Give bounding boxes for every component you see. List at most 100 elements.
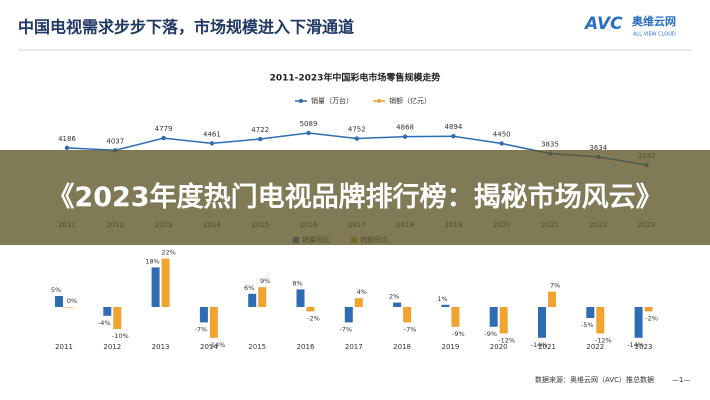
logo-name: 奥维云网 xyxy=(631,14,676,28)
value-label: 6% xyxy=(244,284,254,292)
value-label: -5% xyxy=(581,321,594,329)
x-tick-label: 2022 xyxy=(586,343,604,351)
bar xyxy=(548,291,556,307)
bar xyxy=(199,307,208,323)
x-tick-label: 2016 xyxy=(297,343,315,351)
page-number: —1— xyxy=(672,376,690,384)
x-tick-label: 2023 xyxy=(635,343,653,351)
value-label: 4779 xyxy=(155,125,173,133)
value-label: -7% xyxy=(339,325,352,333)
bar xyxy=(103,307,112,316)
chart-title: 2011-2023年中国彩电市场零售规模走势 xyxy=(270,72,441,84)
value-label: -7% xyxy=(404,325,417,333)
x-tick-label: 2019 xyxy=(441,343,459,351)
value-label: 5089 xyxy=(300,120,318,128)
value-label: -14% xyxy=(627,341,644,349)
value-label: 4752 xyxy=(348,126,366,134)
value-label: -14% xyxy=(209,341,226,349)
bar xyxy=(151,267,160,307)
bar xyxy=(586,307,595,318)
x-tick-label: 2015 xyxy=(248,343,266,351)
point xyxy=(499,141,504,146)
legend-label: 销额（亿元） xyxy=(389,96,431,105)
value-label: 3835 xyxy=(541,141,559,149)
point xyxy=(402,134,408,139)
bar xyxy=(113,307,122,329)
value-label: 22% xyxy=(161,249,175,257)
x-tick-label: 2017 xyxy=(345,343,363,351)
bar xyxy=(258,287,267,307)
value-label: 3634 xyxy=(589,144,607,152)
logo-sub: ALL VIEW CLOUD xyxy=(633,32,676,38)
x-tick-label: 2013 xyxy=(152,343,170,351)
bar xyxy=(644,307,653,312)
bar xyxy=(393,302,402,307)
value-label: 4868 xyxy=(396,124,414,132)
legend-dot xyxy=(377,99,381,103)
bar xyxy=(489,307,498,327)
value-label: 7% xyxy=(550,282,560,290)
value-label: -12% xyxy=(595,336,612,344)
bar xyxy=(634,307,643,338)
point xyxy=(64,145,70,151)
value-label: -10% xyxy=(112,332,129,340)
bar xyxy=(161,258,170,307)
value-label: -2% xyxy=(307,314,320,322)
point xyxy=(306,130,311,136)
value-label: 4% xyxy=(357,288,367,296)
bar xyxy=(248,293,257,307)
bar xyxy=(441,304,450,307)
value-label: -2% xyxy=(645,314,658,322)
value-label: 9% xyxy=(260,277,270,285)
value-label: -12% xyxy=(498,336,515,344)
value-label: 4186 xyxy=(58,135,76,143)
value-label: 8% xyxy=(292,279,302,287)
bar xyxy=(344,307,353,323)
bar xyxy=(538,307,546,338)
value-label: 5% xyxy=(51,286,61,294)
bar xyxy=(306,307,315,312)
value-label: 2% xyxy=(389,293,399,301)
x-tick-label: 2021 xyxy=(538,343,556,351)
point xyxy=(354,136,359,141)
bar xyxy=(65,307,73,308)
x-tick-label: 2020 xyxy=(490,343,508,351)
bar xyxy=(451,307,460,327)
value-label: -14% xyxy=(531,341,548,349)
legend-label: 销量（万台） xyxy=(311,96,353,105)
x-tick-label: 2011 xyxy=(55,343,73,351)
bar xyxy=(354,298,363,307)
value-label: -7% xyxy=(195,325,208,333)
bar xyxy=(55,296,63,307)
point xyxy=(209,141,215,146)
source: 数据来源：奥维云网（AVC）推总数据 xyxy=(535,375,654,384)
value-label: 4722 xyxy=(251,126,269,134)
value-label: 4037 xyxy=(106,137,124,145)
value-label: 18% xyxy=(145,257,159,265)
banner-text: 《2023年度热门电视品牌排行榜：揭秘市场风云》 xyxy=(47,181,663,213)
value-label: 4461 xyxy=(203,130,221,138)
point xyxy=(258,136,263,142)
value-label: 4894 xyxy=(444,123,462,131)
value-label: -4% xyxy=(98,319,111,327)
value-label: 1% xyxy=(437,295,447,303)
point xyxy=(451,134,456,139)
bar xyxy=(403,307,412,323)
bar xyxy=(296,289,305,307)
banner: 《2023年度热门电视品牌排行榜：揭秘市场风云》 xyxy=(0,150,710,245)
value-label: -9% xyxy=(452,330,465,338)
bar xyxy=(209,307,218,338)
logo-mark: AVC xyxy=(583,14,623,34)
bar xyxy=(499,307,508,334)
value-label: 0% xyxy=(67,297,77,305)
value-label: -9% xyxy=(484,330,497,338)
legend-dot xyxy=(299,99,303,103)
x-tick-label: 2012 xyxy=(103,343,121,351)
x-tick-label: 2018 xyxy=(393,343,411,351)
x-tick-label: 2014 xyxy=(200,343,218,351)
value-label: 4450 xyxy=(493,131,511,139)
page-title: 中国电视需求步步下落，市场规模进入下滑通道 xyxy=(18,18,354,37)
bar xyxy=(596,307,605,334)
point xyxy=(161,135,166,141)
